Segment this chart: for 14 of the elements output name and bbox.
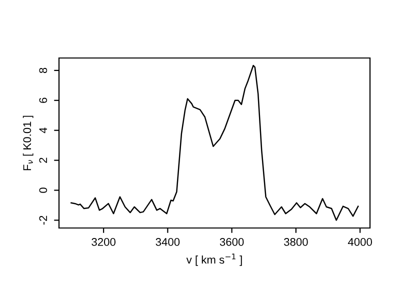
line-series xyxy=(70,64,359,221)
y-tick-label: 6 xyxy=(39,98,48,103)
x-tick-label: 3800 xyxy=(284,238,308,246)
y-tick-label: 0 xyxy=(39,188,48,193)
y-tick-label: 2 xyxy=(39,158,47,163)
x-tick-label: 3400 xyxy=(156,238,180,246)
x-tick-label: 3600 xyxy=(220,238,244,246)
y-tick-label: -2 xyxy=(39,216,47,225)
x-tick-label: 3200 xyxy=(92,238,116,246)
y-tick-label: 8 xyxy=(39,68,48,74)
x-tick-label: 4000 xyxy=(348,238,372,246)
y-axis-title: F$_{ν}$ [ K0.01 ] xyxy=(22,116,34,170)
y-tick-label: 4 xyxy=(39,128,47,134)
x-axis-title: v [ km s$^{−1}$ ] xyxy=(186,254,242,266)
